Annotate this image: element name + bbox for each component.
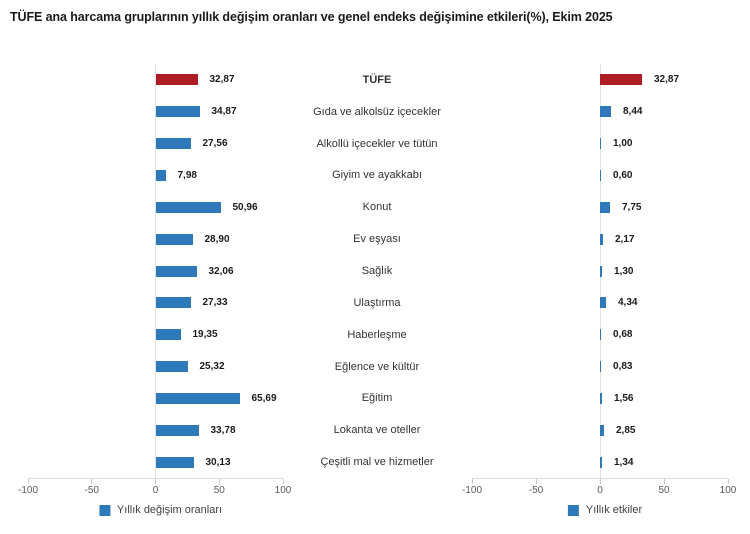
x-axis-tick-label: 0 [597,485,603,496]
bar-tufe [155,74,198,86]
bar-value-label: 7,75 [622,201,642,213]
bar-value-label: 33,78 [210,424,236,436]
legend: Yıllık değişim oranları [98,504,223,516]
x-axis-tick-label: 0 [152,485,159,496]
bar-value-label: 1,00 [613,138,633,150]
legend-label: Yıllık etkiler [585,504,643,516]
bar-value-label: 65,69 [251,392,277,404]
x-axis-tick-label: -50 [84,485,99,496]
chart-title: TÜFE ana harcama gruplarının yıllık deği… [10,10,613,24]
category-label: Lokanta ve oteller [333,424,421,437]
category-label: Sağlık [361,265,393,277]
bar [155,201,221,213]
bar [600,201,610,213]
bar-value-label: 0,60 [613,169,633,181]
bar-value-label: 27,56 [202,138,228,150]
bar-value-label: 34,87 [211,106,237,118]
bar [155,169,166,181]
bar-value-label: 2,85 [616,424,636,436]
bar [155,297,191,309]
x-axis-tick [663,479,665,484]
bar [600,424,604,436]
bar-value-label: 28,90 [204,233,230,245]
bar-value-label: 32,87 [654,74,680,86]
x-axis-tick-label: 50 [658,485,670,496]
category-label: Gıda ve alkolsüz içecekler [313,105,441,118]
bar-value-label: 30,13 [205,456,231,468]
x-axis-tick-label: 100 [719,485,737,496]
bar [600,361,601,373]
x-axis-tick [471,479,473,484]
bar [600,169,601,181]
bar-value-label: 27,33 [202,297,228,309]
category-label: TÜFE [362,73,392,86]
bar-value-label: 1,30 [614,265,634,277]
x-axis-tick-label: 50 [213,485,225,496]
x-axis-tick [27,479,29,484]
bar-value-label: 32,87 [209,74,235,86]
bar [600,456,602,468]
bar [600,329,601,341]
legend-label: Yıllık değişim oranları [116,504,223,516]
bar [155,106,200,118]
legend-swatch-icon [98,504,110,516]
bar [155,233,193,245]
bar-value-label: 19,35 [192,329,218,341]
x-axis-tick [91,479,93,484]
category-label: Konut [362,201,392,214]
x-axis-tick [218,479,220,484]
bar-value-label: 0,68 [613,329,633,341]
bar [155,265,197,277]
bar-value-label: 25,32 [199,361,225,373]
x-axis-tick-label: -50 [528,485,544,496]
bar-value-label: 0,83 [613,361,633,373]
bar [600,233,603,245]
x-axis-tick-label: -100 [17,485,39,496]
category-label: Giyim ve ayakkabı [332,169,422,182]
bar-tufe [600,74,642,86]
x-axis-tick-label: 100 [274,485,292,496]
x-axis-tick [282,479,284,484]
x-axis-line [28,478,283,479]
bar-value-label: 32,06 [208,265,234,277]
bar-value-label: 7,98 [177,169,197,181]
bar-value-label: 1,34 [614,456,634,468]
bar [155,392,240,404]
x-axis-tick [599,479,601,484]
bar [600,106,611,118]
bar-value-label: 2,17 [615,233,635,245]
bar [600,265,602,277]
x-axis-tick [155,479,156,484]
category-label: Alkollü içecekler ve tütün [316,137,438,150]
category-label: Eğlence ve kültür [334,360,420,373]
legend: Yıllık etkiler [567,504,643,516]
bar [155,456,194,468]
x-axis-tick [727,479,729,484]
bar [600,138,601,150]
bar [155,138,191,150]
category-label: Ulaştırma [353,296,401,309]
legend-swatch-icon [567,504,579,516]
x-axis-tick-label: -100 [461,485,483,496]
bar-value-label: 50,96 [232,201,258,213]
category-label: Ev eşyası [353,233,401,246]
bar-value-label: 1,56 [614,392,634,404]
bar [155,361,188,373]
x-axis-tick [535,479,537,484]
bar [155,424,199,436]
bar-value-label: 4,34 [618,297,638,309]
bar [155,329,181,341]
category-label: Eğitim [361,392,393,405]
category-label: Çeşitli mal ve hizmetler [320,456,434,469]
x-axis-line [472,478,728,479]
bar [600,392,602,404]
bar [600,297,606,309]
bar-value-label: 8,44 [623,106,643,118]
category-label: Haberleşme [347,328,407,341]
